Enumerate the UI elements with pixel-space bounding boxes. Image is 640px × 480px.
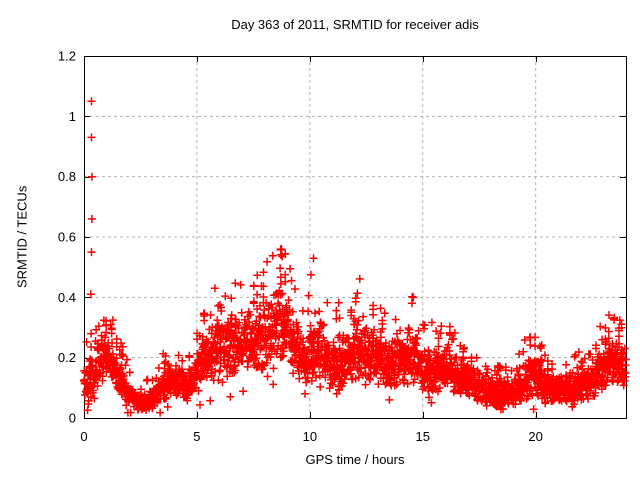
- x-tick-label: 0: [80, 429, 87, 444]
- x-tick-label: 5: [193, 429, 200, 444]
- y-tick-label: 0.4: [58, 290, 76, 305]
- x-tick-label: 15: [416, 429, 430, 444]
- x-tick-label: 20: [528, 429, 542, 444]
- y-tick-label: 1: [69, 109, 76, 124]
- y-tick-label: 0.2: [58, 350, 76, 365]
- scatter-points: [80, 97, 630, 417]
- y-tick-label: 0.8: [58, 169, 76, 184]
- y-tick-label: 1.2: [58, 49, 76, 64]
- x-axis-label: GPS time / hours: [305, 452, 405, 467]
- y-tick-label: 0.6: [58, 230, 76, 245]
- x-tick-label: 10: [303, 429, 317, 444]
- y-tick-label: 0: [69, 411, 76, 426]
- chart-title: Day 363 of 2011, SRMTID for receiver adi…: [231, 17, 479, 32]
